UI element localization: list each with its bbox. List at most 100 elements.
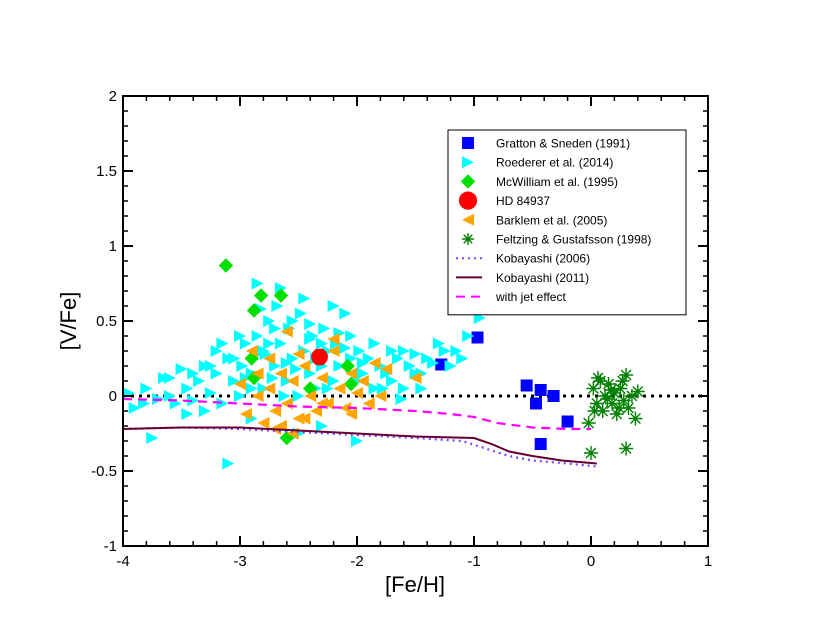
data-point <box>222 457 235 470</box>
plot-content <box>123 258 708 470</box>
data-point <box>345 330 358 342</box>
data-point <box>175 363 188 375</box>
data-point <box>409 372 422 384</box>
data-point <box>368 357 381 369</box>
data-point <box>298 412 311 425</box>
y-tick-label: 0 <box>109 388 117 405</box>
data-point <box>339 307 352 320</box>
data-point <box>595 404 610 418</box>
plot-area <box>123 258 708 470</box>
data-point <box>327 375 340 387</box>
data-point <box>239 408 252 420</box>
series-8 <box>123 397 591 431</box>
x-tick-label: -1 <box>467 553 480 570</box>
data-point <box>140 382 153 395</box>
data-point <box>273 288 289 303</box>
legend-label: Gratton & Sneden (1991) <box>496 137 630 151</box>
data-point <box>274 367 287 380</box>
data-point <box>462 330 475 342</box>
data-point <box>345 408 358 420</box>
data-point <box>391 352 404 365</box>
data-point <box>187 394 200 407</box>
data-point <box>274 282 287 294</box>
data-point <box>630 384 645 399</box>
data-point <box>530 397 543 410</box>
legend-label: Roederer et al. (2014) <box>496 156 613 170</box>
x-axis-title: [Fe/H] <box>385 572 445 597</box>
data-point <box>304 367 317 380</box>
data-point <box>586 381 601 396</box>
data-point <box>251 390 264 402</box>
legend-entry: Kobayashi (2011) <box>456 271 589 285</box>
legend-marker <box>460 174 476 189</box>
y-axis-title: [V/Fe] <box>56 292 81 351</box>
data-point <box>435 358 448 371</box>
data-point <box>311 348 328 366</box>
data-point <box>327 333 340 345</box>
legend-entry: Roederer et al. (2014) <box>462 156 613 170</box>
data-point <box>534 438 547 450</box>
data-point <box>450 345 463 357</box>
legend-entry: with jet effect <box>456 290 566 304</box>
data-point <box>236 360 249 372</box>
data-point <box>315 420 328 432</box>
data-point <box>251 277 264 290</box>
data-point <box>286 315 299 327</box>
series-3 <box>311 348 328 366</box>
data-point <box>263 352 276 365</box>
data-point <box>298 292 311 305</box>
legend-label: McWilliam et al. (1995) <box>496 175 618 189</box>
data-point <box>234 378 246 390</box>
data-point <box>318 322 331 335</box>
data-point <box>315 372 328 384</box>
data-point <box>146 432 159 444</box>
data-point <box>427 357 440 369</box>
data-point <box>193 375 206 387</box>
data-point <box>600 392 615 406</box>
legend-entry: Feltzing & Gustafsson (1998) <box>462 233 651 247</box>
data-point <box>343 376 359 392</box>
data-point <box>356 357 369 369</box>
data-point <box>356 367 369 380</box>
data-point <box>397 382 410 395</box>
data-point <box>587 404 602 418</box>
legend-entry: Gratton & Sneden (1991) <box>462 137 630 151</box>
data-point <box>395 393 408 405</box>
data-point <box>216 397 229 410</box>
data-point <box>345 367 358 380</box>
data-point <box>181 408 194 420</box>
data-point <box>251 330 264 342</box>
legend-label: with jet effect <box>495 290 566 304</box>
legend-entry: McWilliam et al. (1995) <box>460 174 618 189</box>
y-tick-label: -1 <box>104 538 117 555</box>
legend-label: Barklem et al. (2005) <box>496 213 607 227</box>
x-tick-label: -2 <box>350 553 363 570</box>
data-point <box>591 371 606 385</box>
data-point <box>333 382 346 395</box>
data-point <box>456 352 469 365</box>
legend-marker <box>462 233 474 245</box>
legend-label: Kobayashi (2011) <box>496 271 589 285</box>
data-point <box>278 390 291 402</box>
data-point <box>294 307 307 320</box>
data-point <box>321 382 334 395</box>
data-point <box>245 345 258 357</box>
data-point <box>386 345 399 357</box>
data-point <box>304 318 317 330</box>
data-point <box>621 401 636 415</box>
data-point <box>128 402 141 414</box>
series-5 <box>581 368 645 460</box>
x-tick-label: 1 <box>704 553 712 570</box>
data-point <box>340 358 355 374</box>
data-point <box>228 375 241 387</box>
data-point <box>601 377 616 391</box>
data-point <box>251 367 264 380</box>
y-tick-label: 1 <box>109 238 117 255</box>
data-point <box>415 382 428 395</box>
legend-box <box>447 129 687 316</box>
data-point <box>376 382 389 395</box>
data-point <box>257 345 270 357</box>
x-tick-label: -3 <box>233 553 246 570</box>
data-point <box>397 345 410 357</box>
y-tick-label: 1.5 <box>96 163 117 180</box>
